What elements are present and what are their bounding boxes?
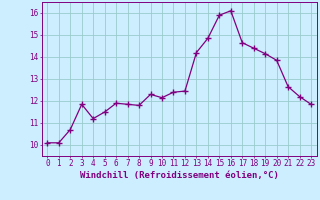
X-axis label: Windchill (Refroidissement éolien,°C): Windchill (Refroidissement éolien,°C): [80, 171, 279, 180]
